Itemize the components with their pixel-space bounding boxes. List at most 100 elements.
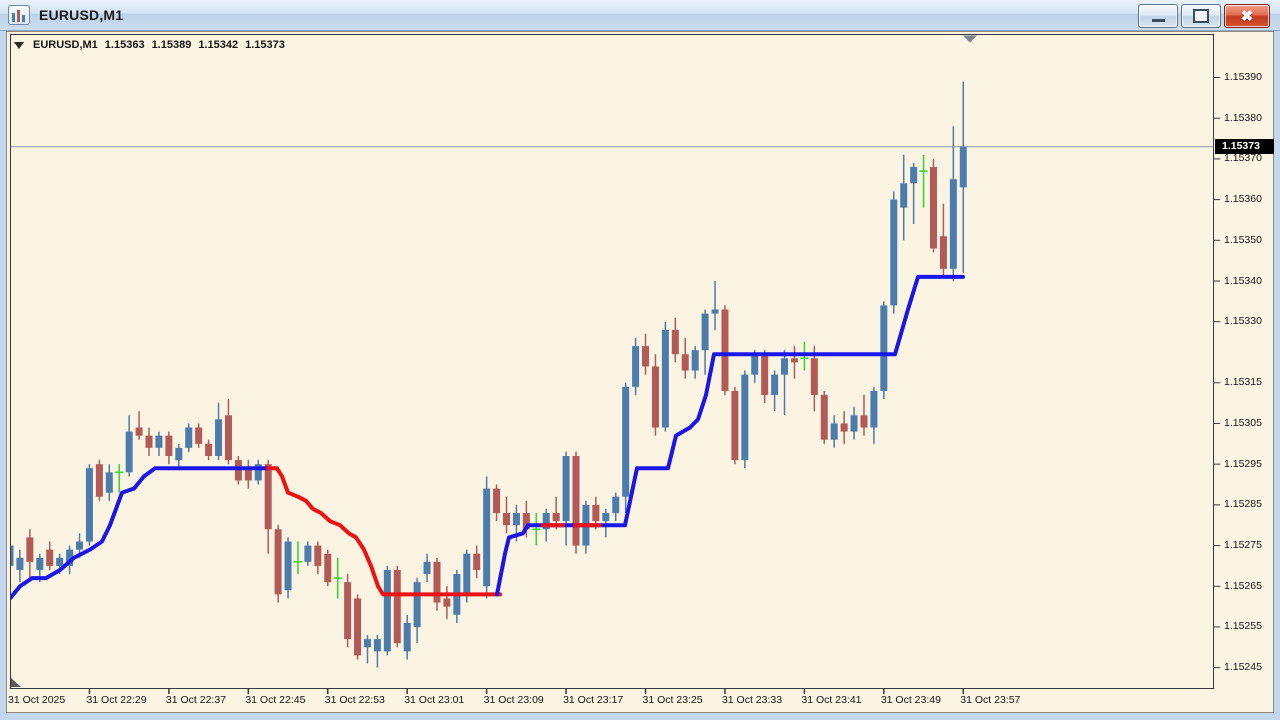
candle-body [215,419,223,457]
price-label: 1.15305 [1224,416,1262,429]
candle-body [503,512,510,526]
candle-body [185,427,193,448]
trend-up-segment [10,466,270,601]
time-label: 31 Oct 22:53 [324,694,385,706]
candle-body [105,472,113,493]
candle-body [145,435,153,448]
candle-body [26,537,34,562]
candle-body [16,557,24,570]
time-label: 31 Oct 23:57 [960,694,1021,706]
price-label: 1.15295 [1224,457,1262,470]
chart-surface[interactable] [6,31,1274,713]
candle-body [344,582,352,640]
candle-body [463,553,471,595]
time-label: 31 Oct 23:25 [642,694,703,706]
candle-body [761,354,769,395]
candle-body [929,167,937,249]
candle-body [512,512,520,526]
time-label: 31 Oct 23:09 [483,694,544,706]
ohlc-info-line[interactable]: EURUSD,M1 1.15363 1.15389 1.15342 1.1537… [14,39,285,51]
candle-body [284,541,292,591]
candle-body [155,435,163,448]
candle-body [165,435,173,457]
window-titlebar[interactable]: EURUSD,M1 ✖ [0,0,1280,31]
info-close: 1.15373 [245,39,285,51]
candle-body [771,374,779,395]
price-label: 1.15380 [1224,111,1262,124]
candle-body [622,386,630,497]
candle-body [642,346,650,367]
minimize-icon [1151,19,1165,22]
candle-body [741,374,749,461]
candle-body [443,598,451,607]
candle-body [880,305,888,391]
candle-body [66,549,74,566]
candle-body [939,236,947,269]
info-open: 1.15363 [104,39,145,51]
candle-body [125,431,133,473]
candle-body [493,488,501,513]
candle-body [681,354,689,371]
window-title: EURUSD,M1 [39,7,124,23]
trend-up-segment [495,274,965,597]
candle-body [483,488,491,587]
minimize-button[interactable] [1138,4,1178,28]
chart-shift-marker-icon [963,35,977,43]
candle-body [234,460,242,481]
candle-body [870,390,878,428]
current-price-tag: 1.15373 [1215,139,1274,155]
time-label: 31 Oct 2025 [8,694,66,706]
candle-body [701,313,709,351]
time-label: 31 Oct 22:45 [245,694,306,706]
candle-body [542,512,550,530]
chart-layers [10,81,1213,668]
time-label: 31 Oct 23:49 [880,694,941,706]
price-label: 1.15370 [1224,152,1262,165]
candle-body [413,582,421,627]
price-label: 1.15390 [1224,71,1262,83]
candle-body [890,199,898,306]
price-label: 1.15340 [1224,274,1262,287]
maximize-button[interactable] [1181,4,1221,28]
candle-body [949,179,957,269]
symbol-dropdown-icon [14,41,24,49]
candle-body [522,512,530,530]
info-low: 1.15342 [198,39,239,51]
candle-body [830,423,838,440]
price-label: 1.15265 [1224,579,1262,592]
candle-body [751,354,759,375]
candle-body [195,427,203,444]
candle-body [731,390,739,461]
supertrend-line [10,274,965,601]
window-controls: ✖ [1138,4,1270,28]
candle-body [383,569,391,652]
time-label: 31 Oct 23:33 [721,694,783,706]
candle-body [205,443,213,457]
time-label: 31 Oct 23:41 [801,694,862,706]
candle-body [85,468,93,542]
candle-body [671,329,679,355]
candle-body [354,598,362,656]
candle-body [781,358,789,375]
candle-body [363,639,371,648]
info-symbol: EURUSD,M1 [33,39,98,51]
price-label: 1.15350 [1224,233,1262,246]
close-button[interactable]: ✖ [1224,4,1270,28]
candle-body [95,464,103,497]
candle-body [840,423,848,432]
price-label: 1.15285 [1224,498,1262,511]
candle-body [661,329,669,428]
candle-body [612,496,620,513]
candle-body [790,358,798,363]
time-label: 31 Oct 22:29 [86,694,147,706]
candle-body [959,146,967,188]
candle-body [403,622,411,652]
trend-down-segment [266,466,502,597]
price-label: 1.15275 [1224,539,1262,552]
candle-body [552,512,560,522]
candle-body [36,557,44,570]
maximize-icon [1193,9,1209,23]
candle-body [46,549,54,566]
price-label: 1.15255 [1224,620,1262,633]
